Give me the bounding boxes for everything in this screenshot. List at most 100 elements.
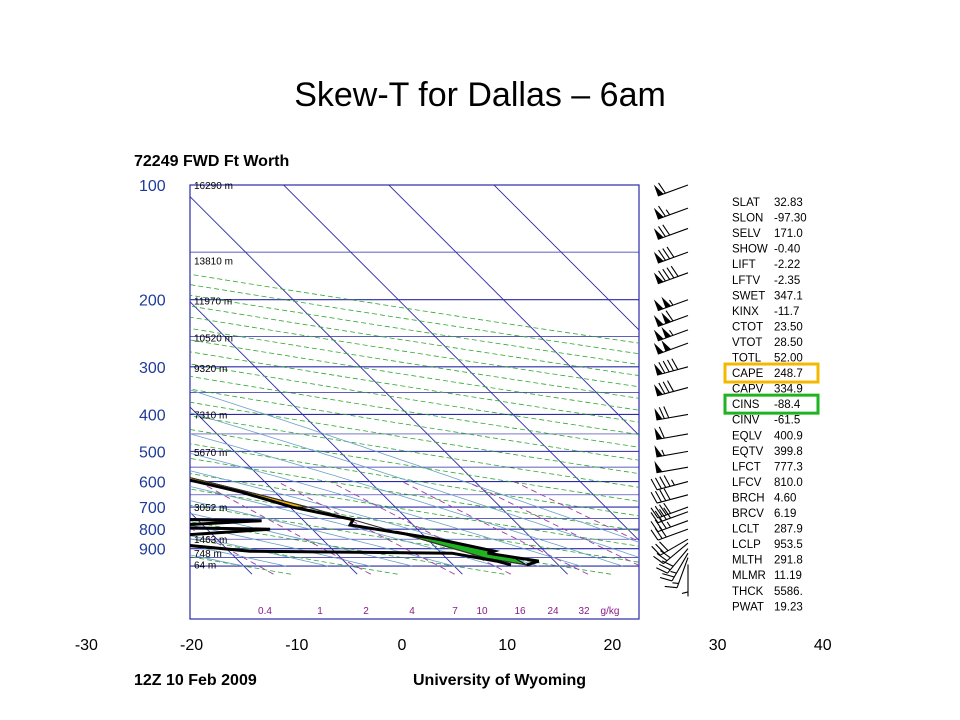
barb-full [663, 488, 671, 500]
index-key: KINX [732, 306, 759, 318]
wind-barb [653, 380, 689, 397]
barb-full [659, 509, 667, 520]
dry-adiabat [190, 294, 639, 365]
barb-staff [656, 481, 689, 491]
index-key: SLON [732, 213, 763, 225]
isotherm-line [282, 185, 639, 542]
barb-full [650, 478, 658, 491]
wind-barb [653, 246, 689, 264]
barb-half [672, 582, 679, 584]
height-label: 11970 m [194, 297, 232, 308]
barb-full [654, 477, 662, 489]
wind-barb [650, 475, 689, 491]
index-key: EQLV [732, 430, 762, 442]
height-label: 748 m [194, 549, 222, 560]
temperature-tick-label: -10 [285, 637, 308, 654]
barb-half [669, 329, 674, 336]
dry-adiabat [190, 488, 639, 563]
barb-half [670, 479, 675, 486]
index-value: -2.35 [774, 275, 800, 287]
barb-full [650, 529, 659, 541]
pressure-tick-label: 400 [139, 407, 166, 424]
index-key: SWET [732, 290, 765, 302]
barb-full [662, 224, 671, 236]
height-label: 3052 m [194, 503, 227, 514]
wind-barb [651, 538, 689, 556]
index-value: 5586. [774, 586, 803, 598]
height-label: 5670 m [194, 448, 227, 459]
wind-barb [653, 224, 689, 240]
barb-full [662, 381, 670, 393]
background-lines [0, 148, 639, 575]
moist-adiabat [190, 412, 639, 558]
barb-full [659, 517, 667, 529]
barb-full [666, 267, 675, 279]
barb-staff [656, 494, 689, 504]
wind-barb [653, 340, 689, 355]
moist-adiabat [190, 500, 455, 567]
index-value: 6.19 [774, 508, 796, 520]
barb-full [667, 380, 674, 392]
index-key: LCLP [732, 539, 761, 551]
height-label: 64 m [194, 560, 216, 571]
barb-pennant [653, 299, 664, 311]
index-value: -97.30 [774, 213, 807, 225]
barb-full [659, 504, 667, 516]
barb-pennant [654, 427, 663, 440]
moist-adiabat [190, 452, 581, 567]
barb-full [650, 492, 658, 504]
barb-pennant [661, 340, 672, 352]
index-value: -2.22 [774, 259, 800, 271]
pressure-tick-label: 100 [139, 178, 166, 195]
index-value: 777.3 [774, 461, 803, 473]
barb-full [659, 476, 667, 488]
moist-adiabat [190, 485, 497, 567]
index-key: VTOT [732, 337, 762, 349]
barb-full [658, 563, 671, 571]
index-value: 334.9 [774, 384, 803, 396]
index-highlight-box [723, 393, 820, 415]
index-key: THCK [732, 586, 764, 598]
barb-half [670, 570, 677, 574]
station-header: 72249 FWD Ft Worth [134, 153, 289, 170]
barb-full [659, 576, 673, 582]
time-label: 12Z 10 Feb 2009 [134, 672, 257, 689]
moist-adiabat [190, 433, 623, 567]
barb-full [650, 507, 659, 519]
wind-barb [653, 296, 689, 312]
barb-full [654, 519, 663, 531]
barb-staff [657, 511, 689, 524]
mixing-ratio-line [466, 481, 639, 566]
wind-barb [664, 557, 689, 589]
index-value: 19.23 [774, 601, 803, 613]
index-value: -88.4 [774, 399, 801, 411]
mixing-ratio-label: 10 [476, 606, 488, 617]
pressure-tick-label: 600 [139, 475, 166, 492]
dry-adiabat [190, 339, 639, 411]
axis-labels: 100200300400500600700800900-40-30-20-100… [75, 178, 832, 654]
barb-full [651, 545, 661, 556]
height-label: 7310 m [194, 410, 227, 421]
wind-barb [653, 310, 689, 327]
index-value: 399.8 [774, 446, 803, 458]
index-value: -11.7 [774, 306, 799, 318]
index-key: CINS [732, 399, 760, 411]
wind-barb [650, 488, 689, 504]
barb-full [664, 585, 678, 589]
barb-full [662, 573, 675, 578]
isotherm-line [0, 148, 147, 574]
barb-pennant [653, 228, 664, 240]
isotherm-line [190, 301, 463, 575]
height-label: 13810 m [194, 257, 233, 268]
index-key: CAPE [732, 368, 764, 380]
isotherm-line [493, 185, 639, 331]
barb-half [661, 449, 665, 456]
index-value: 953.5 [774, 539, 803, 551]
temperature-tick-label: 20 [604, 637, 622, 654]
index-value: -61.5 [774, 415, 800, 427]
barb-full [658, 270, 666, 282]
barb-full [658, 407, 665, 419]
index-value: 171.0 [774, 228, 803, 240]
barb-full [662, 360, 670, 373]
